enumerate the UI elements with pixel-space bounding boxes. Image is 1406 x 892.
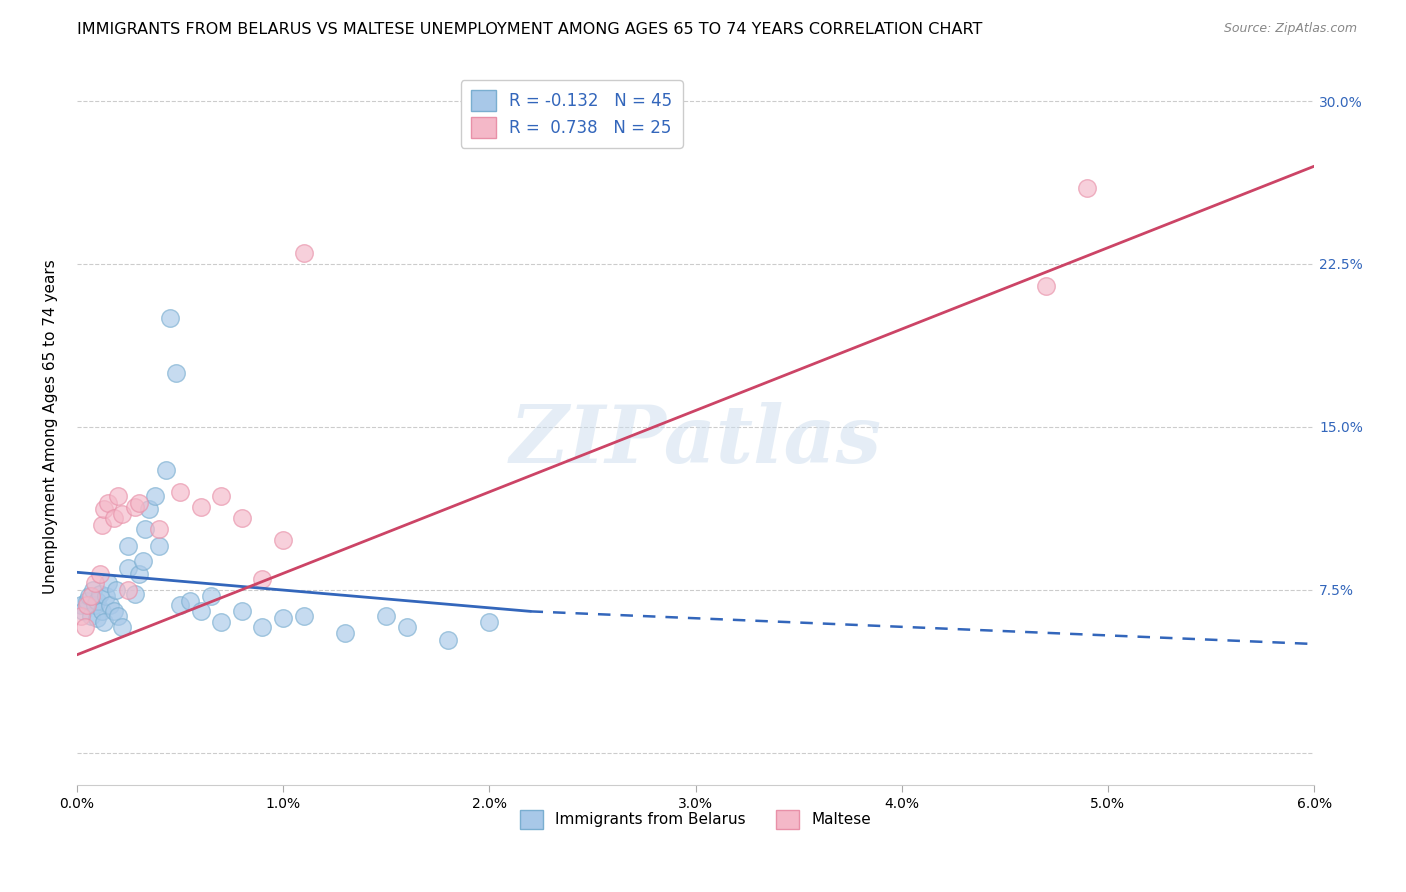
Point (375, 608, 398, 623)
Point (117, 582, 139, 597)
Point (138, 502, 160, 516)
Point (72, 604, 94, 618)
Point (90, 517, 112, 532)
Point (437, 632, 460, 647)
Point (478, 615, 501, 630)
Point (231, 511, 253, 525)
Y-axis label: Unemployment Among Ages 65 to 74 years: Unemployment Among Ages 65 to 74 years (44, 260, 58, 594)
Point (86, 611, 108, 625)
Point (190, 500, 212, 515)
Point (89, 587, 111, 601)
Point (271, 611, 294, 625)
Point (77, 589, 100, 603)
Point (111, 507, 134, 521)
Point (134, 522, 156, 536)
Point (159, 311, 181, 326)
Point (179, 593, 201, 607)
Point (231, 604, 253, 618)
Point (124, 587, 146, 601)
Point (148, 522, 170, 536)
Point (271, 533, 294, 547)
Text: IMMIGRANTS FROM BELARUS VS MALTESE UNEMPLOYMENT AMONG AGES 65 TO 74 YEARS CORREL: IMMIGRANTS FROM BELARUS VS MALTESE UNEMP… (77, 22, 983, 37)
Point (103, 511, 125, 525)
Point (84, 576, 107, 591)
Point (103, 604, 125, 618)
Point (209, 615, 232, 630)
Point (148, 539, 170, 553)
Point (93, 502, 115, 516)
Point (124, 500, 146, 515)
Point (80, 608, 103, 623)
Point (97, 496, 120, 510)
Point (292, 246, 315, 260)
Point (200, 589, 222, 603)
Point (94, 589, 117, 603)
Point (209, 489, 232, 503)
Point (89, 567, 111, 582)
Legend: Immigrants from Belarus, Maltese: Immigrants from Belarus, Maltese (513, 804, 877, 835)
Point (70, 598, 93, 612)
Point (82, 582, 104, 597)
Point (117, 561, 139, 575)
Point (76, 598, 98, 612)
Point (169, 598, 191, 612)
Point (1035, 278, 1057, 293)
Point (107, 489, 129, 503)
Point (1076, 181, 1098, 195)
Point (155, 463, 177, 477)
Point (117, 539, 139, 553)
Point (111, 619, 134, 633)
Point (252, 572, 274, 586)
Text: Source: ZipAtlas.com: Source: ZipAtlas.com (1223, 22, 1357, 36)
Point (190, 604, 212, 618)
Text: ZIPatlas: ZIPatlas (509, 402, 882, 480)
Point (395, 619, 418, 633)
Point (143, 489, 166, 503)
Point (80, 589, 103, 603)
Point (128, 496, 150, 510)
Point (128, 567, 150, 582)
Point (169, 485, 191, 500)
Point (97, 576, 120, 591)
Point (333, 626, 356, 640)
Point (252, 619, 274, 633)
Point (105, 582, 128, 597)
Point (165, 366, 187, 380)
Point (292, 608, 315, 623)
Point (93, 615, 115, 630)
Point (90, 604, 112, 618)
Point (132, 554, 155, 568)
Point (84, 598, 107, 612)
Point (76, 593, 98, 607)
Point (86, 593, 108, 607)
Point (107, 608, 129, 623)
Point (70, 608, 93, 623)
Point (75, 619, 97, 633)
Point (98, 598, 121, 612)
